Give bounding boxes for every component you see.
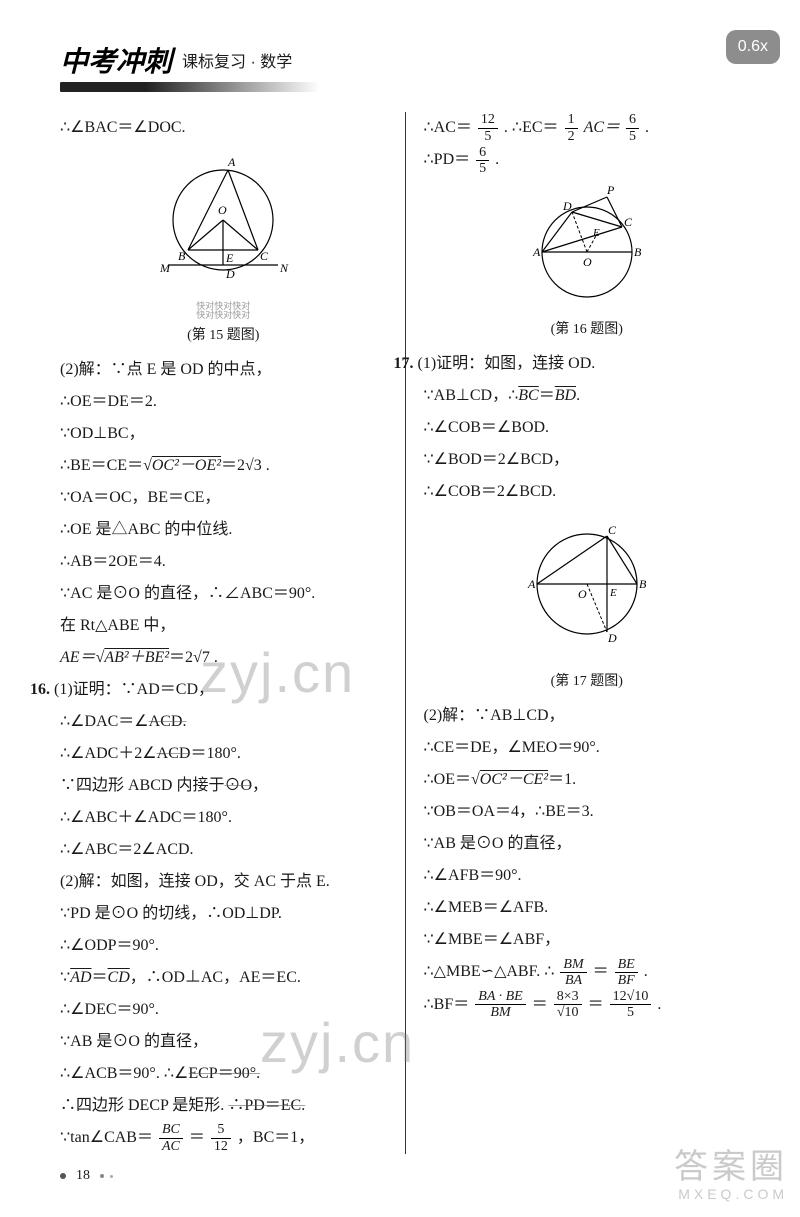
text-line: ∴∠ABC＝2∠ACD.: [60, 834, 387, 866]
text-line: ∵tan∠CAB＝ BCAC ＝ 512 ，BC＝1，: [60, 1122, 387, 1154]
svg-text:O: O: [583, 255, 592, 269]
text-line: (2)解：如图，连接 OD，交 AC 于点 E.: [60, 866, 387, 898]
text-line: (2)解：∵AB⊥CD，: [424, 700, 751, 732]
svg-text:D: D: [607, 631, 617, 645]
svg-text:B: B: [639, 577, 647, 591]
page-header: 中考冲刺 课标复习 · 数学: [60, 40, 750, 92]
text-line: ∴∠AFB＝90°.: [424, 860, 751, 892]
text-line: ∴△MBE∽△ABF. ∴ BMBA ＝ BEBF .: [424, 956, 751, 988]
svg-text:B: B: [634, 245, 642, 259]
svg-text:B: B: [178, 249, 186, 263]
q16-line: 16.(1)证明：∵AD＝CD，: [60, 674, 387, 706]
svg-text:O: O: [218, 203, 227, 217]
brush-title: 中考冲刺: [60, 47, 172, 78]
q17-line: 17.(1)证明：如图，连接 OD.: [424, 348, 751, 380]
text-line: ∴∠ODP＝90°.: [60, 930, 387, 962]
text-line: ∵PD 是⊙O 的切线，∴OD⊥DP.: [60, 898, 387, 930]
text-line: ∴CE＝DE，∠MEO＝90°.: [424, 732, 751, 764]
text-line: ∴AB＝2OE＝4.: [60, 546, 387, 578]
text-line: ∵AD＝CD，∴OD⊥AC，AE＝EC.: [60, 962, 387, 994]
right-column: ∴AC＝ 125 . ∴EC＝ 12 AC＝ 65 . ∴PD＝ 65 .: [406, 112, 751, 1154]
text-line: ∵AB 是⊙O 的直径，: [60, 1026, 387, 1058]
text-line: ∴∠MEB＝∠AFB.: [424, 892, 751, 924]
figure-15: A O B C E D M N 快对快对快对 快对快对快对 (第 15 题图): [60, 150, 387, 350]
svg-text:C: C: [608, 523, 617, 537]
text-line: ∴∠ABC＋∠ADC＝180°.: [60, 802, 387, 834]
svg-text:E: E: [592, 227, 600, 239]
text-line: AE＝√AB²＋BE²＝2√7 .: [60, 642, 387, 674]
svg-text:D: D: [562, 199, 572, 213]
svg-text:A: A: [527, 577, 536, 591]
svg-text:A: A: [532, 245, 541, 259]
text-line: ∴OE 是△ABC 的中位线.: [60, 514, 387, 546]
fig15-tiny2: 快对快对快对: [60, 311, 387, 320]
svg-text:E: E: [609, 587, 617, 599]
figure-16: A B O D C P E (第 16 题图): [424, 182, 751, 344]
figure-17: A B O C D E (第 17 题图): [424, 514, 751, 696]
text-line: ∴PD＝ 65 .: [424, 144, 751, 176]
svg-text:P: P: [606, 183, 615, 197]
text-line: ∴∠DEC＝90°.: [60, 994, 387, 1026]
svg-text:C: C: [260, 249, 269, 263]
text-line: ∴∠BAC＝∠DOC.: [60, 112, 387, 144]
svg-text:O: O: [578, 587, 587, 601]
text-line: ∴∠DAC＝∠ACD.: [60, 706, 387, 738]
text-line: ∴AC＝ 125 . ∴EC＝ 12 AC＝ 65 .: [424, 112, 751, 144]
text-line: ∵∠MBE＝∠ABF，: [424, 924, 751, 956]
text-line: ∴BE＝CE＝√OC²－OE²＝2√3 .: [60, 450, 387, 482]
svg-text:C: C: [624, 215, 633, 229]
text-line: ∴OE＝DE＝2.: [60, 386, 387, 418]
text-line: ∵四边形 ABCD 内接于⊙O，: [60, 770, 387, 802]
text-line: 在 Rt△ABE 中，: [60, 610, 387, 642]
text-line: ∵AB⊥CD，∴BC＝BD.: [424, 380, 751, 412]
svg-text:A: A: [227, 155, 236, 169]
text-line: ∵OB＝OA＝4，∴BE＝3.: [424, 796, 751, 828]
svg-text:N: N: [279, 261, 289, 275]
text-line: ∴∠ACB＝90°. ∴∠ECP＝90°.: [60, 1058, 387, 1090]
text-line: ∴OE＝√OC²－CE²＝1.: [424, 764, 751, 796]
text-line: ∴四边形 DECP 是矩形. ∴PD＝EC.: [60, 1090, 387, 1122]
text-line: ∵∠BOD＝2∠BCD，: [424, 444, 751, 476]
header-underline: [60, 82, 320, 92]
text-line: ∵AC 是⊙O 的直径，∴∠ABC＝90°.: [60, 578, 387, 610]
two-column-layout: ∴∠BAC＝∠DOC. A O B C E D M: [60, 112, 750, 1154]
text-line: ∵OA＝OC，BE＝CE，: [60, 482, 387, 514]
text-line: ∵AB 是⊙O 的直径，: [424, 828, 751, 860]
subtitle: 课标复习 · 数学: [182, 54, 292, 71]
corner-watermark: 答案圈 MXEQ.COM: [674, 1149, 788, 1202]
fig16-caption: (第 16 题图): [424, 316, 751, 344]
left-column: ∴∠BAC＝∠DOC. A O B C E D M: [60, 112, 406, 1154]
fig17-caption: (第 17 题图): [424, 668, 751, 696]
page-number: 18: [60, 1168, 113, 1184]
svg-text:E: E: [225, 251, 234, 265]
svg-text:D: D: [225, 267, 235, 281]
svg-text:M: M: [159, 261, 171, 275]
text-line: ∴∠COB＝2∠BCD.: [424, 476, 751, 508]
text-line: ∴BF＝ BA · BEBM ＝ 8×3√10 ＝ 12√105 .: [424, 989, 751, 1021]
fig15-caption: (第 15 题图): [60, 322, 387, 350]
text-line: ∴∠ADC＋2∠ACD＝180°.: [60, 738, 387, 770]
text-line: ∵OD⊥BC，: [60, 418, 387, 450]
text-line: ∴∠COB＝∠BOD.: [424, 412, 751, 444]
text-line: (2)解：∵点 E 是 OD 的中点，: [60, 354, 387, 386]
